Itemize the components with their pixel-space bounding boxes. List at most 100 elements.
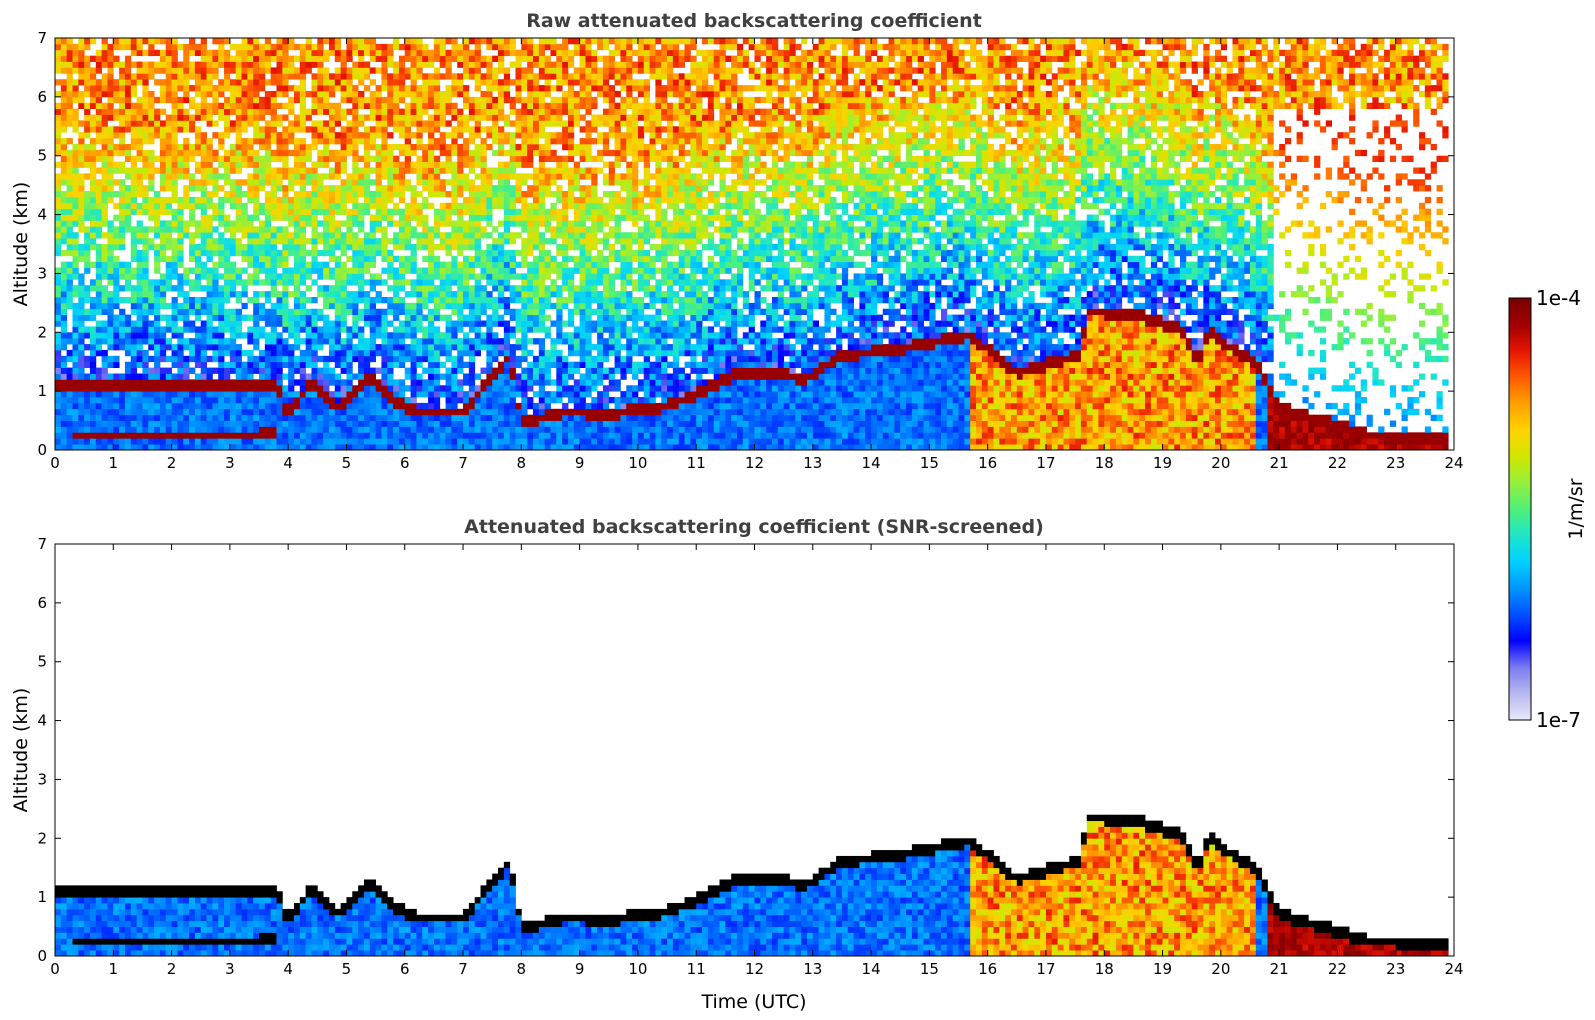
heatmap-cell [463, 149, 470, 157]
heatmap-cell [60, 414, 68, 421]
heatmap-cell [433, 185, 441, 192]
heatmap-cell [480, 391, 487, 398]
heatmap-cell [521, 320, 528, 327]
heatmap-cell [142, 279, 149, 286]
heatmap-cell [89, 385, 97, 392]
heatmap-cell [486, 349, 493, 357]
heatmap-cell [259, 426, 266, 433]
heatmap-cell [200, 155, 207, 162]
heatmap-cell [55, 143, 62, 151]
heatmap-cell [527, 426, 534, 433]
heatmap-cell [107, 220, 114, 227]
heatmap-cell [142, 96, 149, 104]
heatmap-cell [200, 361, 207, 368]
heatmap-cell [393, 438, 400, 445]
heatmap-cell [107, 391, 114, 398]
heatmap-cell [183, 120, 190, 127]
heatmap-cell [276, 444, 283, 450]
heatmap-cell [527, 43, 534, 51]
heatmap-cell [72, 397, 79, 404]
heatmap-cell [264, 149, 272, 157]
heatmap-cell [72, 214, 79, 221]
heatmap-cell [492, 73, 499, 80]
heatmap-cell [218, 385, 225, 392]
heatmap-cell [84, 402, 91, 410]
heatmap-cell [107, 179, 114, 186]
heatmap-cell [428, 373, 435, 380]
heatmap-cell [224, 79, 231, 86]
heatmap-cell [445, 408, 452, 416]
heatmap-cell [334, 426, 342, 433]
heatmap-cell [509, 408, 516, 416]
heatmap-cell [416, 273, 423, 280]
heatmap-cell [235, 355, 242, 363]
heatmap-cell [259, 185, 266, 192]
heatmap-cell [235, 179, 242, 186]
heatmap-cell [480, 108, 487, 115]
heatmap-cell [124, 438, 132, 445]
heatmap-cell [457, 55, 464, 62]
heatmap-cell [101, 232, 108, 239]
heatmap-cell [363, 438, 371, 445]
heatmap-cell [154, 155, 161, 162]
heatmap-cell [159, 38, 167, 45]
heatmap-cell [515, 85, 522, 92]
heatmap-cell [474, 96, 481, 104]
heatmap-cell [130, 379, 138, 386]
heatmap-cell [84, 291, 91, 298]
heatmap-cell [428, 379, 435, 386]
heatmap-cell [55, 238, 62, 245]
heatmap-cell [509, 291, 516, 298]
heatmap-cell [334, 302, 342, 310]
heatmap-cell [89, 296, 97, 304]
heatmap-cell [253, 379, 260, 386]
heatmap-cell [212, 191, 219, 198]
heatmap-cell [328, 85, 336, 92]
heatmap-cell [416, 55, 423, 62]
heatmap-cell [148, 444, 155, 450]
heatmap-cell [381, 420, 388, 427]
heatmap-cell [463, 126, 470, 133]
heatmap-cell [381, 402, 388, 410]
heatmap-cell [229, 344, 237, 351]
heatmap-cell [393, 244, 400, 251]
heatmap-cell [404, 261, 411, 268]
heatmap-cell [294, 444, 301, 450]
heatmap-cell [171, 220, 178, 227]
heatmap-cell [212, 332, 219, 339]
heatmap-cell [55, 120, 62, 127]
heatmap-cell [259, 49, 266, 57]
heatmap-cell [439, 432, 446, 439]
heatmap-cell [200, 102, 207, 110]
heatmap-cell [136, 143, 143, 151]
heatmap-cell [288, 326, 295, 333]
heatmap-cell [439, 438, 446, 445]
heatmap-cell [474, 161, 481, 168]
heatmap-cell [136, 285, 143, 292]
heatmap-cell [72, 361, 79, 368]
heatmap-cell [369, 255, 376, 263]
heatmap-cell [317, 120, 324, 127]
heatmap-cell [433, 96, 441, 104]
heatmap-cell [101, 338, 108, 345]
heatmap-cell [387, 79, 394, 86]
heatmap-cell [445, 102, 452, 110]
heatmap-cell [398, 126, 406, 133]
heatmap-cell [194, 420, 202, 427]
heatmap-cell [276, 261, 283, 268]
heatmap-cell [532, 432, 540, 439]
heatmap-cell [398, 438, 406, 445]
heatmap-cell [154, 355, 161, 363]
heatmap-cell [328, 249, 336, 257]
heatmap-cell [299, 414, 307, 421]
heatmap-cell [200, 273, 207, 280]
heatmap-cell [521, 279, 528, 286]
heatmap-cell [422, 402, 429, 410]
heatmap-cell [521, 291, 528, 298]
heatmap-cell [259, 385, 266, 392]
heatmap-cell [299, 73, 307, 80]
heatmap-cell [159, 79, 167, 86]
heatmap-cell [264, 232, 272, 239]
heatmap-cell [532, 308, 540, 316]
heatmap-cell [352, 326, 359, 333]
